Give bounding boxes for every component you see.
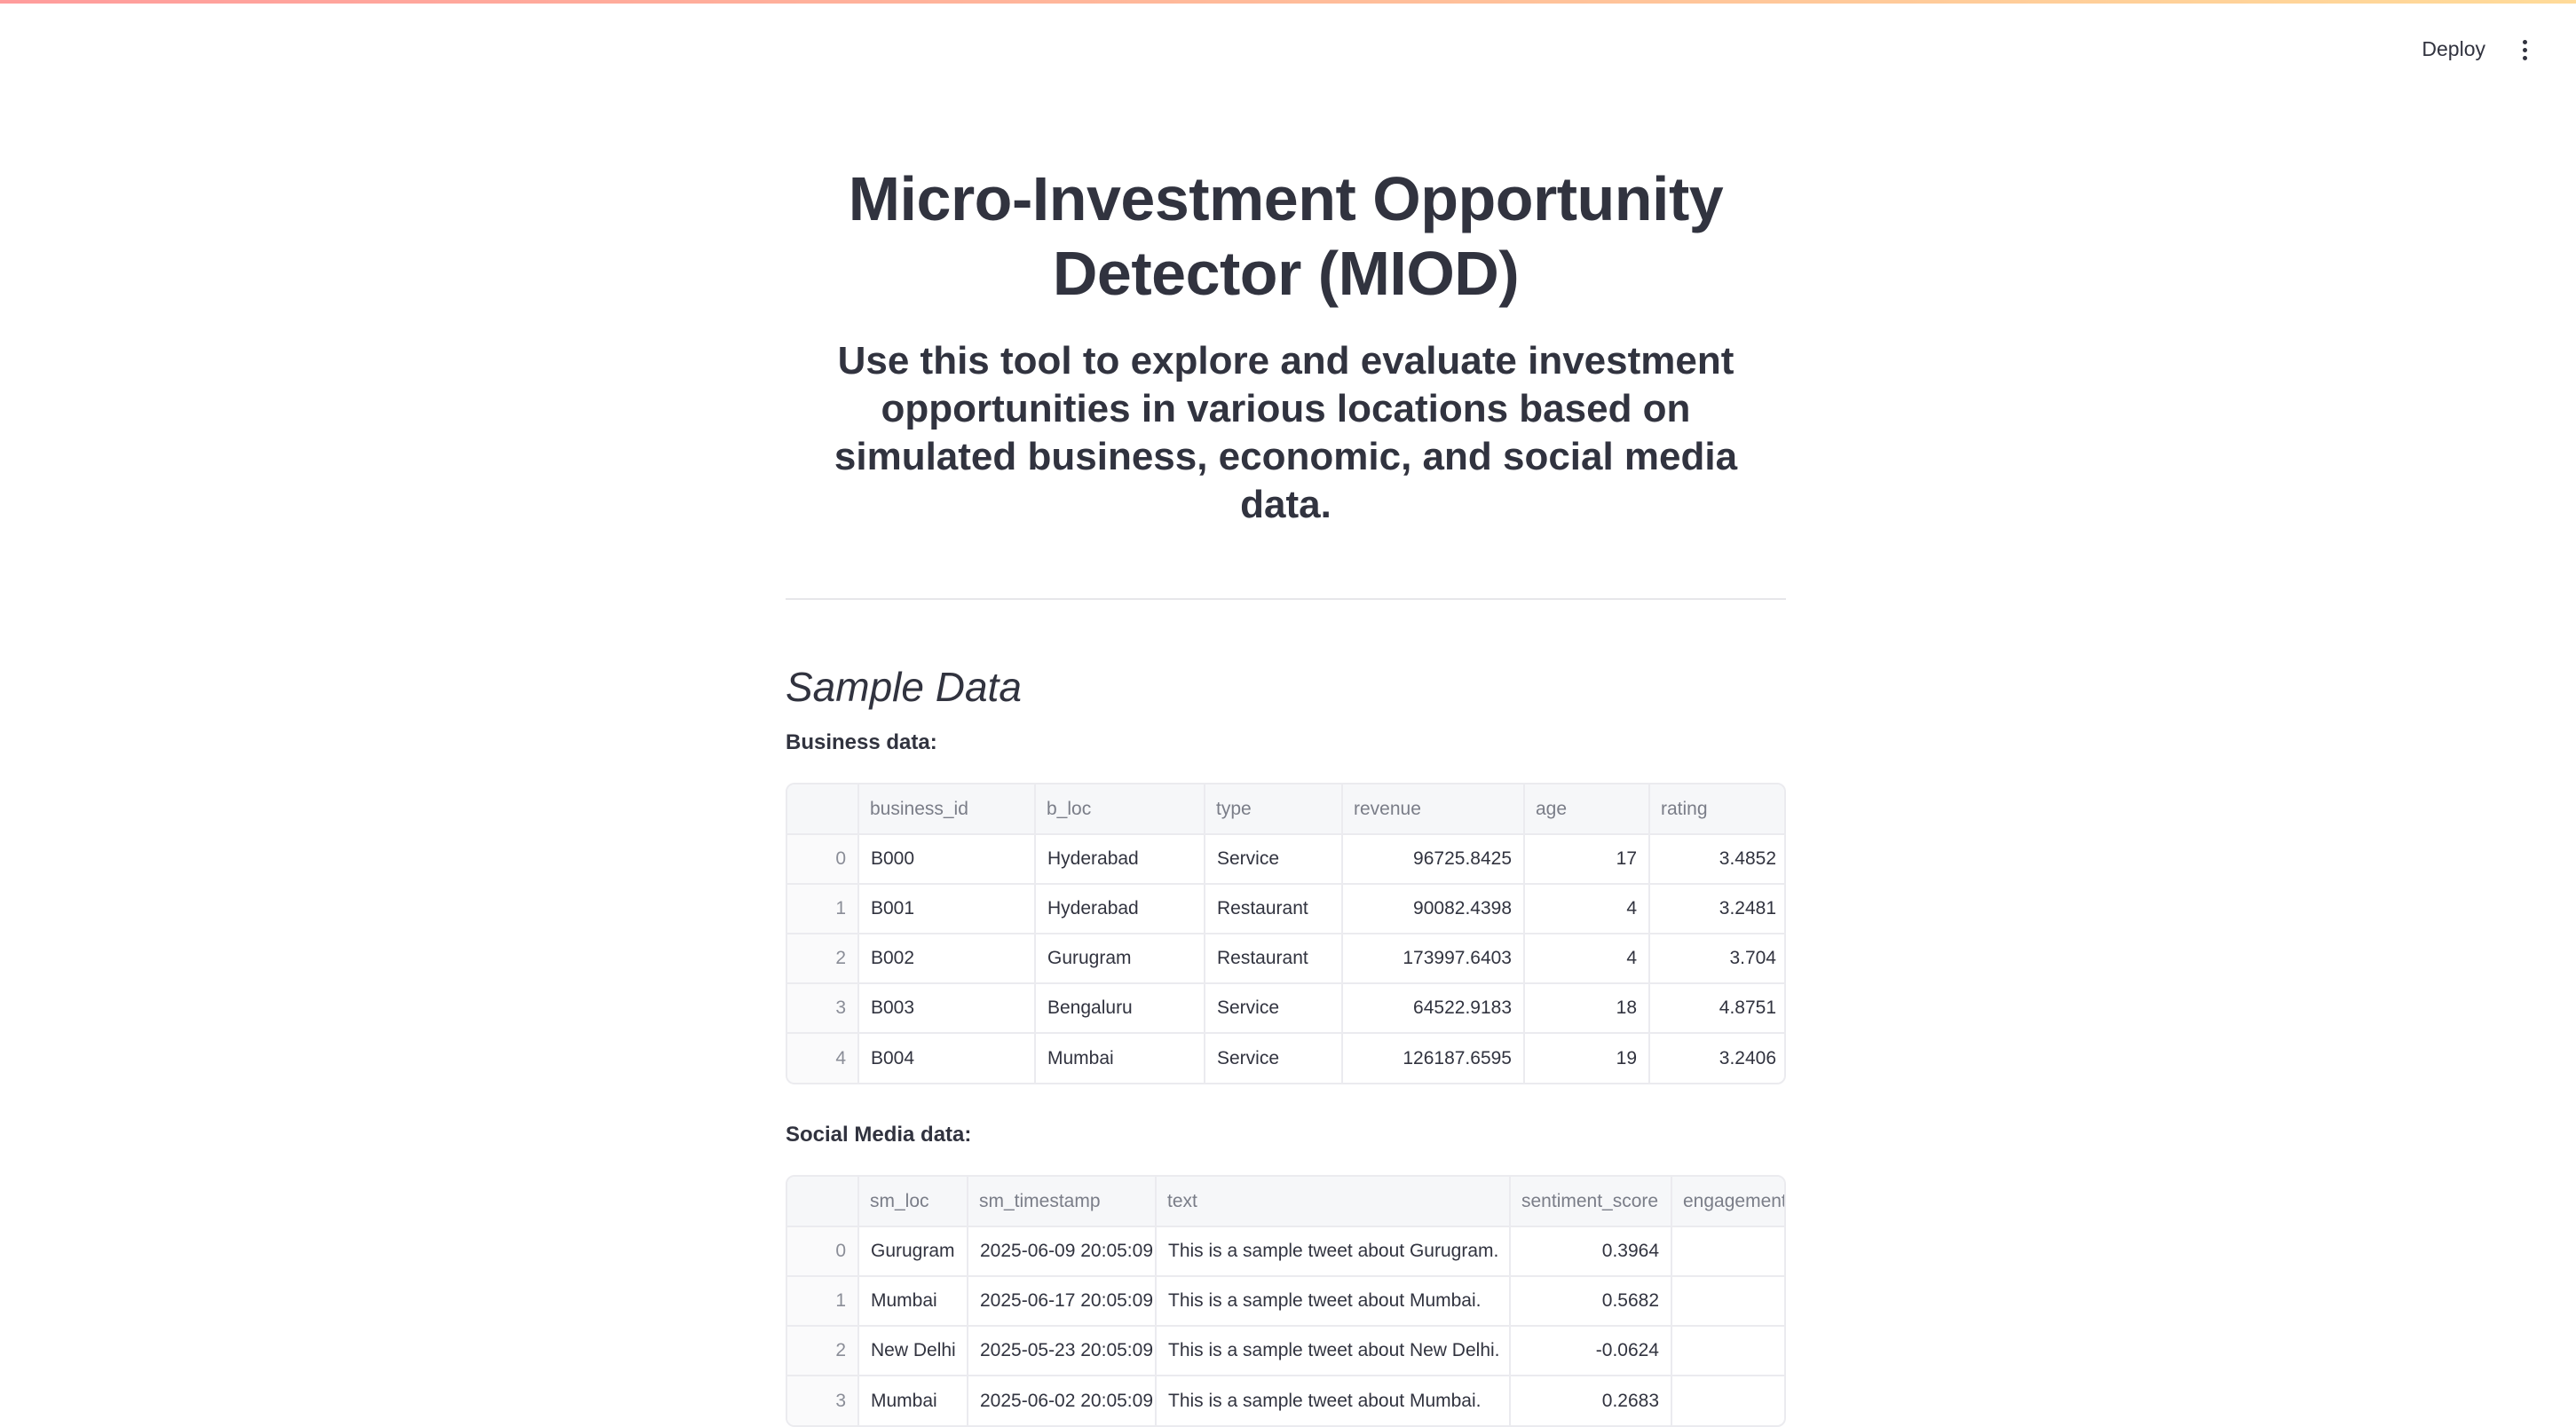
table-row[interactable]: 2 B002 Gurugram Restaurant 173997.6403 4 3.704 <box>787 934 1784 984</box>
table-cell[interactable]: Restaurant <box>1205 934 1343 984</box>
table-cell[interactable]: 18 <box>1524 983 1650 1034</box>
table-cell[interactable]: This is a sample tweet about Mumbai. <box>1156 1376 1511 1425</box>
table-cell[interactable]: 64522.9183 <box>1342 983 1525 1034</box>
column-header[interactable]: engagement <box>1671 1177 1784 1227</box>
table-cell[interactable]: 17 <box>1524 834 1650 885</box>
column-header[interactable]: sm_timestamp <box>968 1177 1157 1227</box>
row-index-cell[interactable]: 1 <box>787 884 859 934</box>
table-cell[interactable]: B000 <box>858 834 1036 885</box>
row-index-cell[interactable]: 3 <box>787 983 859 1034</box>
row-index-cell[interactable]: 0 <box>787 1226 859 1277</box>
table-row[interactable]: 3 B003 Bengaluru Service 64522.9183 18 4.8751 <box>787 983 1784 1034</box>
table-cell[interactable]: 4.8751 <box>1649 983 1784 1034</box>
page-subtitle: Use this tool to explore and evaluate in… <box>834 339 1738 526</box>
table-header-row: sm_loc sm_timestamp text sentiment_score… <box>787 1177 1784 1227</box>
column-header[interactable]: rating <box>1649 784 1784 835</box>
table-cell[interactable]: Gurugram <box>858 1226 968 1277</box>
table-cell[interactable] <box>1671 1276 1784 1327</box>
table-cell[interactable] <box>1671 1376 1784 1425</box>
row-index-cell[interactable]: 1 <box>787 1276 859 1327</box>
table-cell[interactable]: 4 <box>1524 934 1650 984</box>
table-cell[interactable]: Service <box>1205 834 1343 885</box>
column-header[interactable]: sm_loc <box>858 1177 968 1227</box>
table-row[interactable]: 1 Mumbai 2025-06-17 20:05:09 This is a samp… <box>787 1276 1784 1327</box>
deploy-button[interactable]: Deploy <box>2409 28 2498 69</box>
vertical-ellipsis-icon <box>2522 39 2527 60</box>
main-menu-button[interactable] <box>2505 30 2544 69</box>
table-cell[interactable]: 2025-06-17 20:05:09 <box>968 1276 1157 1327</box>
row-index-cell[interactable]: 3 <box>787 1376 859 1425</box>
divider <box>786 598 1786 600</box>
table-row[interactable]: 0 Gurugram 2025-06-09 20:05:09 This is a sa… <box>787 1226 1784 1277</box>
table-cell[interactable]: 3.4852 <box>1649 834 1784 885</box>
table-cell[interactable]: Hyderabad <box>1035 884 1205 934</box>
table-cell[interactable]: Bengaluru <box>1035 983 1205 1034</box>
table-cell[interactable]: This is a sample tweet about Gurugram. <box>1156 1226 1511 1277</box>
table-cell[interactable]: 96725.8425 <box>1342 834 1525 885</box>
table-cell[interactable]: Restaurant <box>1205 884 1343 934</box>
table-cell[interactable]: B004 <box>858 1033 1036 1083</box>
table-header-row: business_id b_loc type revenue age ratin… <box>787 784 1784 835</box>
table-cell[interactable]: 0.5682 <box>1510 1276 1672 1327</box>
table-cell[interactable]: This is a sample tweet about Mumbai. <box>1156 1276 1511 1327</box>
table-cell[interactable]: 2025-06-09 20:05:09 <box>968 1226 1157 1277</box>
social-media-data-section: Social Media data: sm_loc sm_timestamp t… <box>786 1120 1786 1427</box>
table-cell[interactable]: 3.704 <box>1649 934 1784 984</box>
table-cell[interactable]: Service <box>1205 1033 1343 1083</box>
table-cell[interactable]: 173997.6403 <box>1342 934 1525 984</box>
app-header: Deploy <box>0 0 2576 98</box>
column-header[interactable]: b_loc <box>1035 784 1205 835</box>
table-cell[interactable]: Mumbai <box>1035 1033 1205 1083</box>
table-cell[interactable] <box>1671 1226 1784 1277</box>
table-cell[interactable]: Service <box>1205 983 1343 1034</box>
table-row[interactable]: 4 B004 Mumbai Service 126187.6595 19 3.2406 <box>787 1033 1784 1083</box>
table-cell[interactable]: B001 <box>858 884 1036 934</box>
table-cell[interactable]: Mumbai <box>858 1376 968 1425</box>
table-cell[interactable]: B003 <box>858 983 1036 1034</box>
table-cell[interactable]: 0.3964 <box>1510 1226 1672 1277</box>
table-row[interactable]: 0 B000 Hyderabad Service 96725.8425 17 3.4852 <box>787 834 1784 885</box>
column-header[interactable]: revenue <box>1342 784 1525 835</box>
column-header[interactable] <box>787 1177 859 1227</box>
page-title: Micro-Investment Opportunity Detector (M… <box>848 164 1724 308</box>
row-index-cell[interactable]: 2 <box>787 934 859 984</box>
table-cell[interactable]: 3.2481 <box>1649 884 1784 934</box>
column-header[interactable] <box>787 784 859 835</box>
row-index-cell[interactable]: 4 <box>787 1033 859 1083</box>
social-media-dataframe[interactable]: sm_loc sm_timestamp text sentiment_score… <box>786 1175 1786 1427</box>
business-table-label: Business data: <box>786 730 937 754</box>
column-header[interactable]: business_id <box>858 784 1036 835</box>
column-header[interactable]: sentiment_score <box>1510 1177 1672 1227</box>
table-row[interactable]: 1 B001 Hyderabad Restaurant 90082.4398 4 3.248… <box>787 884 1784 934</box>
table-cell[interactable]: 90082.4398 <box>1342 884 1525 934</box>
social-media-table-label: Social Media data: <box>786 1123 972 1147</box>
table-cell[interactable]: 4 <box>1524 884 1650 934</box>
business-dataframe[interactable]: business_id b_loc type revenue age ratin… <box>786 783 1786 1084</box>
column-header[interactable]: text <box>1156 1177 1511 1227</box>
table-cell[interactable]: Gurugram <box>1035 934 1205 984</box>
section-heading-sample-data: Sample Data <box>786 664 1022 710</box>
top-decoration-bar <box>0 0 2576 4</box>
table-cell[interactable]: Mumbai <box>858 1276 968 1327</box>
row-index-cell[interactable]: 0 <box>787 834 859 885</box>
table-cell[interactable]: 3.2406 <box>1719 1047 1776 1068</box>
table-cell[interactable]: 126187.6595 <box>1342 1033 1525 1083</box>
table-cell[interactable]: Hyderabad <box>1035 834 1205 885</box>
column-header[interactable]: age <box>1524 784 1650 835</box>
table-cell[interactable]: B002 <box>858 934 1036 984</box>
table-cell[interactable]: 2025-06-02 20:05:09 <box>968 1376 1157 1425</box>
table-row[interactable]: 3 Mumbai 2025-06-02 20:05:09 This is a samp… <box>787 1376 1784 1425</box>
column-header[interactable]: type <box>1205 784 1343 835</box>
table-cell[interactable]: 19 <box>1524 1033 1650 1083</box>
main-content: Micro-Investment Opportunity Detector (M… <box>786 0 1786 1427</box>
business-data-section: Business data: business_id b_loc type re… <box>786 728 1786 1084</box>
table-cell[interactable]: 0.2683 <box>1510 1376 1672 1425</box>
